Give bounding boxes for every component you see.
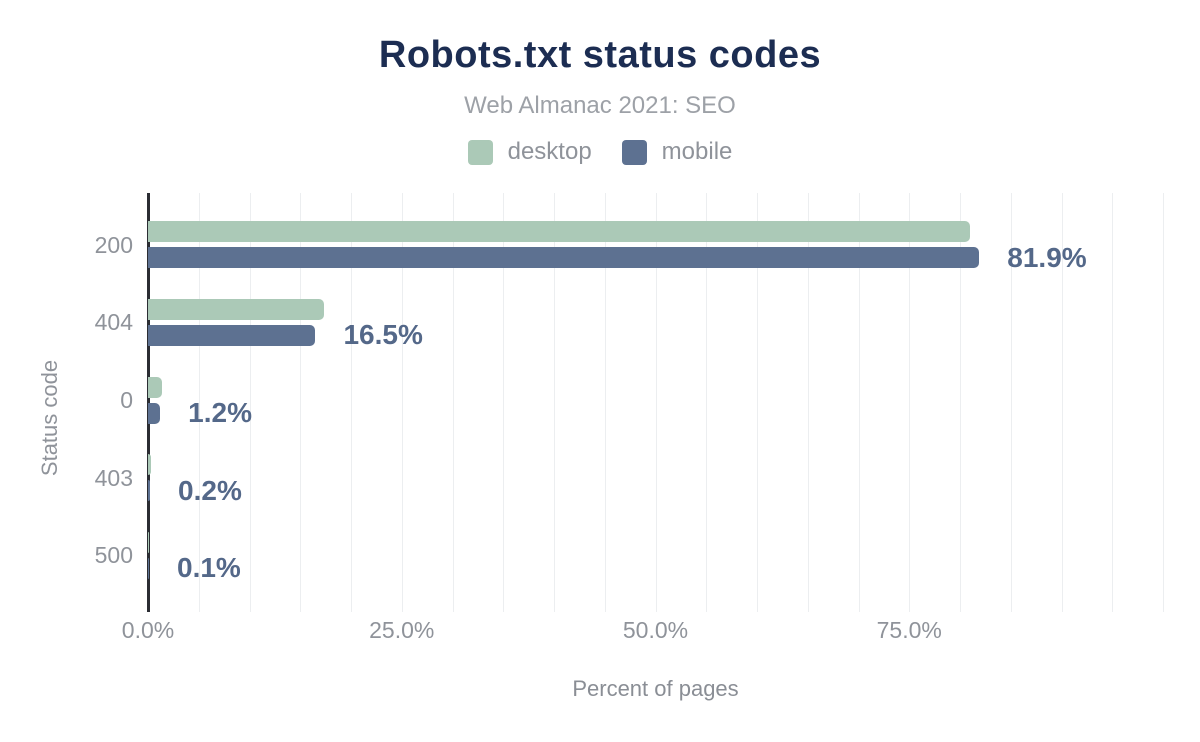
legend-item-desktop[interactable]: desktop (467, 138, 592, 166)
bar-mobile-403[interactable] (148, 480, 151, 502)
bar-mobile-404[interactable] (148, 324, 316, 346)
legend: desktop mobile (0, 137, 1200, 167)
data-label: 0.2% (178, 474, 242, 506)
category-label: 0 (120, 387, 133, 413)
bar-mobile-500[interactable] (148, 557, 149, 579)
category-label: 403 (94, 464, 133, 491)
gridline (655, 193, 657, 612)
data-label: 0.1% (177, 552, 241, 584)
gridline (401, 193, 403, 612)
bar-desktop-404[interactable] (148, 298, 324, 320)
gridline (452, 193, 454, 612)
bar-mobile-0[interactable] (148, 402, 161, 424)
x-tick-label: 50.0% (622, 617, 689, 643)
mobile-legend-swatch (621, 139, 647, 165)
gridline (807, 193, 809, 612)
data-label: 81.9% (1007, 241, 1087, 273)
y-axis-title: Status code (37, 359, 62, 477)
gridline (1061, 193, 1063, 612)
bar-desktop-403[interactable] (148, 454, 152, 476)
x-tick-label: 25.0% (369, 617, 435, 643)
gridline (706, 193, 708, 612)
gridline (757, 193, 758, 612)
bar-mobile-200[interactable] (148, 247, 980, 269)
bar-desktop-0[interactable] (148, 376, 163, 398)
gridline (1112, 193, 1114, 612)
legend-label-mobile: mobile (661, 138, 733, 165)
category-label: 404 (94, 309, 133, 336)
gridline (1010, 193, 1012, 612)
gridline (960, 193, 961, 612)
gridline (249, 193, 251, 612)
gridline (198, 193, 200, 612)
x-tick-label: 0.0% (121, 617, 175, 643)
category-label: 500 (94, 542, 133, 569)
data-label: 1.2% (188, 397, 252, 428)
x-tick-label: 75.0% (876, 617, 942, 643)
bar-desktop-500[interactable] (148, 531, 149, 553)
gridline (1163, 193, 1164, 612)
legend-item-mobile[interactable]: mobile (621, 138, 733, 166)
bar-desktop-200[interactable] (148, 221, 971, 243)
data-label: 16.5% (343, 319, 423, 351)
x-axis-title: Percent of pages (572, 676, 739, 701)
gridline (503, 193, 505, 612)
category-label: 200 (94, 231, 133, 258)
chart-subtitle: Web Almanac 2021: SEO (464, 92, 736, 119)
plot-area: 200 81.9% 404 16.5% 0 1.2% 403 0.2% 500 0.1% 0.0% 2… (95, 193, 1164, 643)
gridline (300, 193, 302, 612)
gridline (909, 193, 911, 612)
chart-title: Robots.txt status codes (378, 34, 822, 76)
legend-label-desktop: desktop (507, 138, 592, 165)
gridline (554, 193, 555, 612)
gridline (604, 193, 606, 612)
gridline (351, 193, 352, 612)
desktop-legend-swatch (467, 139, 493, 165)
gridline (858, 193, 860, 612)
